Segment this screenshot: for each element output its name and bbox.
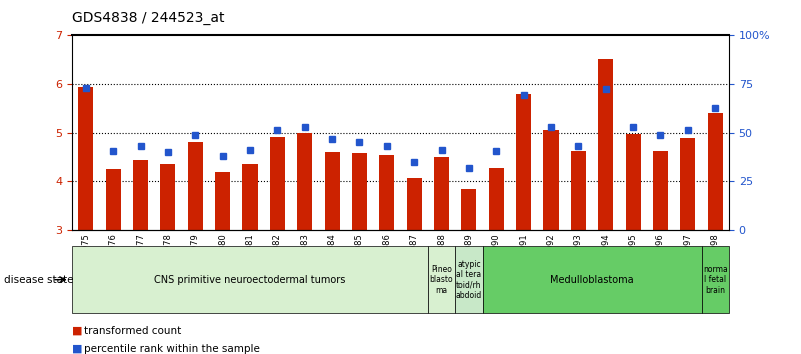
Bar [489,168,504,230]
Text: norma
l fetal
brain: norma l fetal brain [702,265,727,295]
Text: GDS4838 / 244523_at: GDS4838 / 244523_at [72,11,224,25]
FancyBboxPatch shape [72,246,428,313]
Bar [571,151,586,230]
Bar [352,153,367,230]
Bar [653,151,668,230]
Text: atypic
al tera
toid/rh
abdoid: atypic al tera toid/rh abdoid [456,259,482,300]
Bar [215,172,230,230]
Bar [133,160,148,230]
FancyBboxPatch shape [482,246,702,313]
Bar [243,164,257,230]
Bar [516,94,531,230]
Bar [598,59,614,230]
Bar [626,134,641,230]
Bar [461,189,477,230]
FancyBboxPatch shape [455,246,482,313]
Bar [434,157,449,230]
Bar [297,133,312,230]
Text: disease state: disease state [4,275,74,285]
Text: Pineo
blasto
ma: Pineo blasto ma [430,265,453,295]
Text: transformed count: transformed count [84,326,181,336]
Bar [160,164,175,230]
Bar [187,142,203,230]
Bar [407,178,421,230]
Text: Medulloblastoma: Medulloblastoma [550,275,634,285]
Bar [78,86,93,230]
FancyBboxPatch shape [428,246,455,313]
Bar [324,152,340,230]
Bar [106,169,121,230]
FancyBboxPatch shape [702,246,729,313]
Bar [708,113,723,230]
Text: ■: ■ [72,326,83,336]
Bar [680,138,695,230]
Bar [380,155,394,230]
Text: CNS primitive neuroectodermal tumors: CNS primitive neuroectodermal tumors [155,275,346,285]
Text: percentile rank within the sample: percentile rank within the sample [84,344,260,354]
Text: ■: ■ [72,344,83,354]
Bar [270,137,285,230]
Bar [544,130,558,230]
